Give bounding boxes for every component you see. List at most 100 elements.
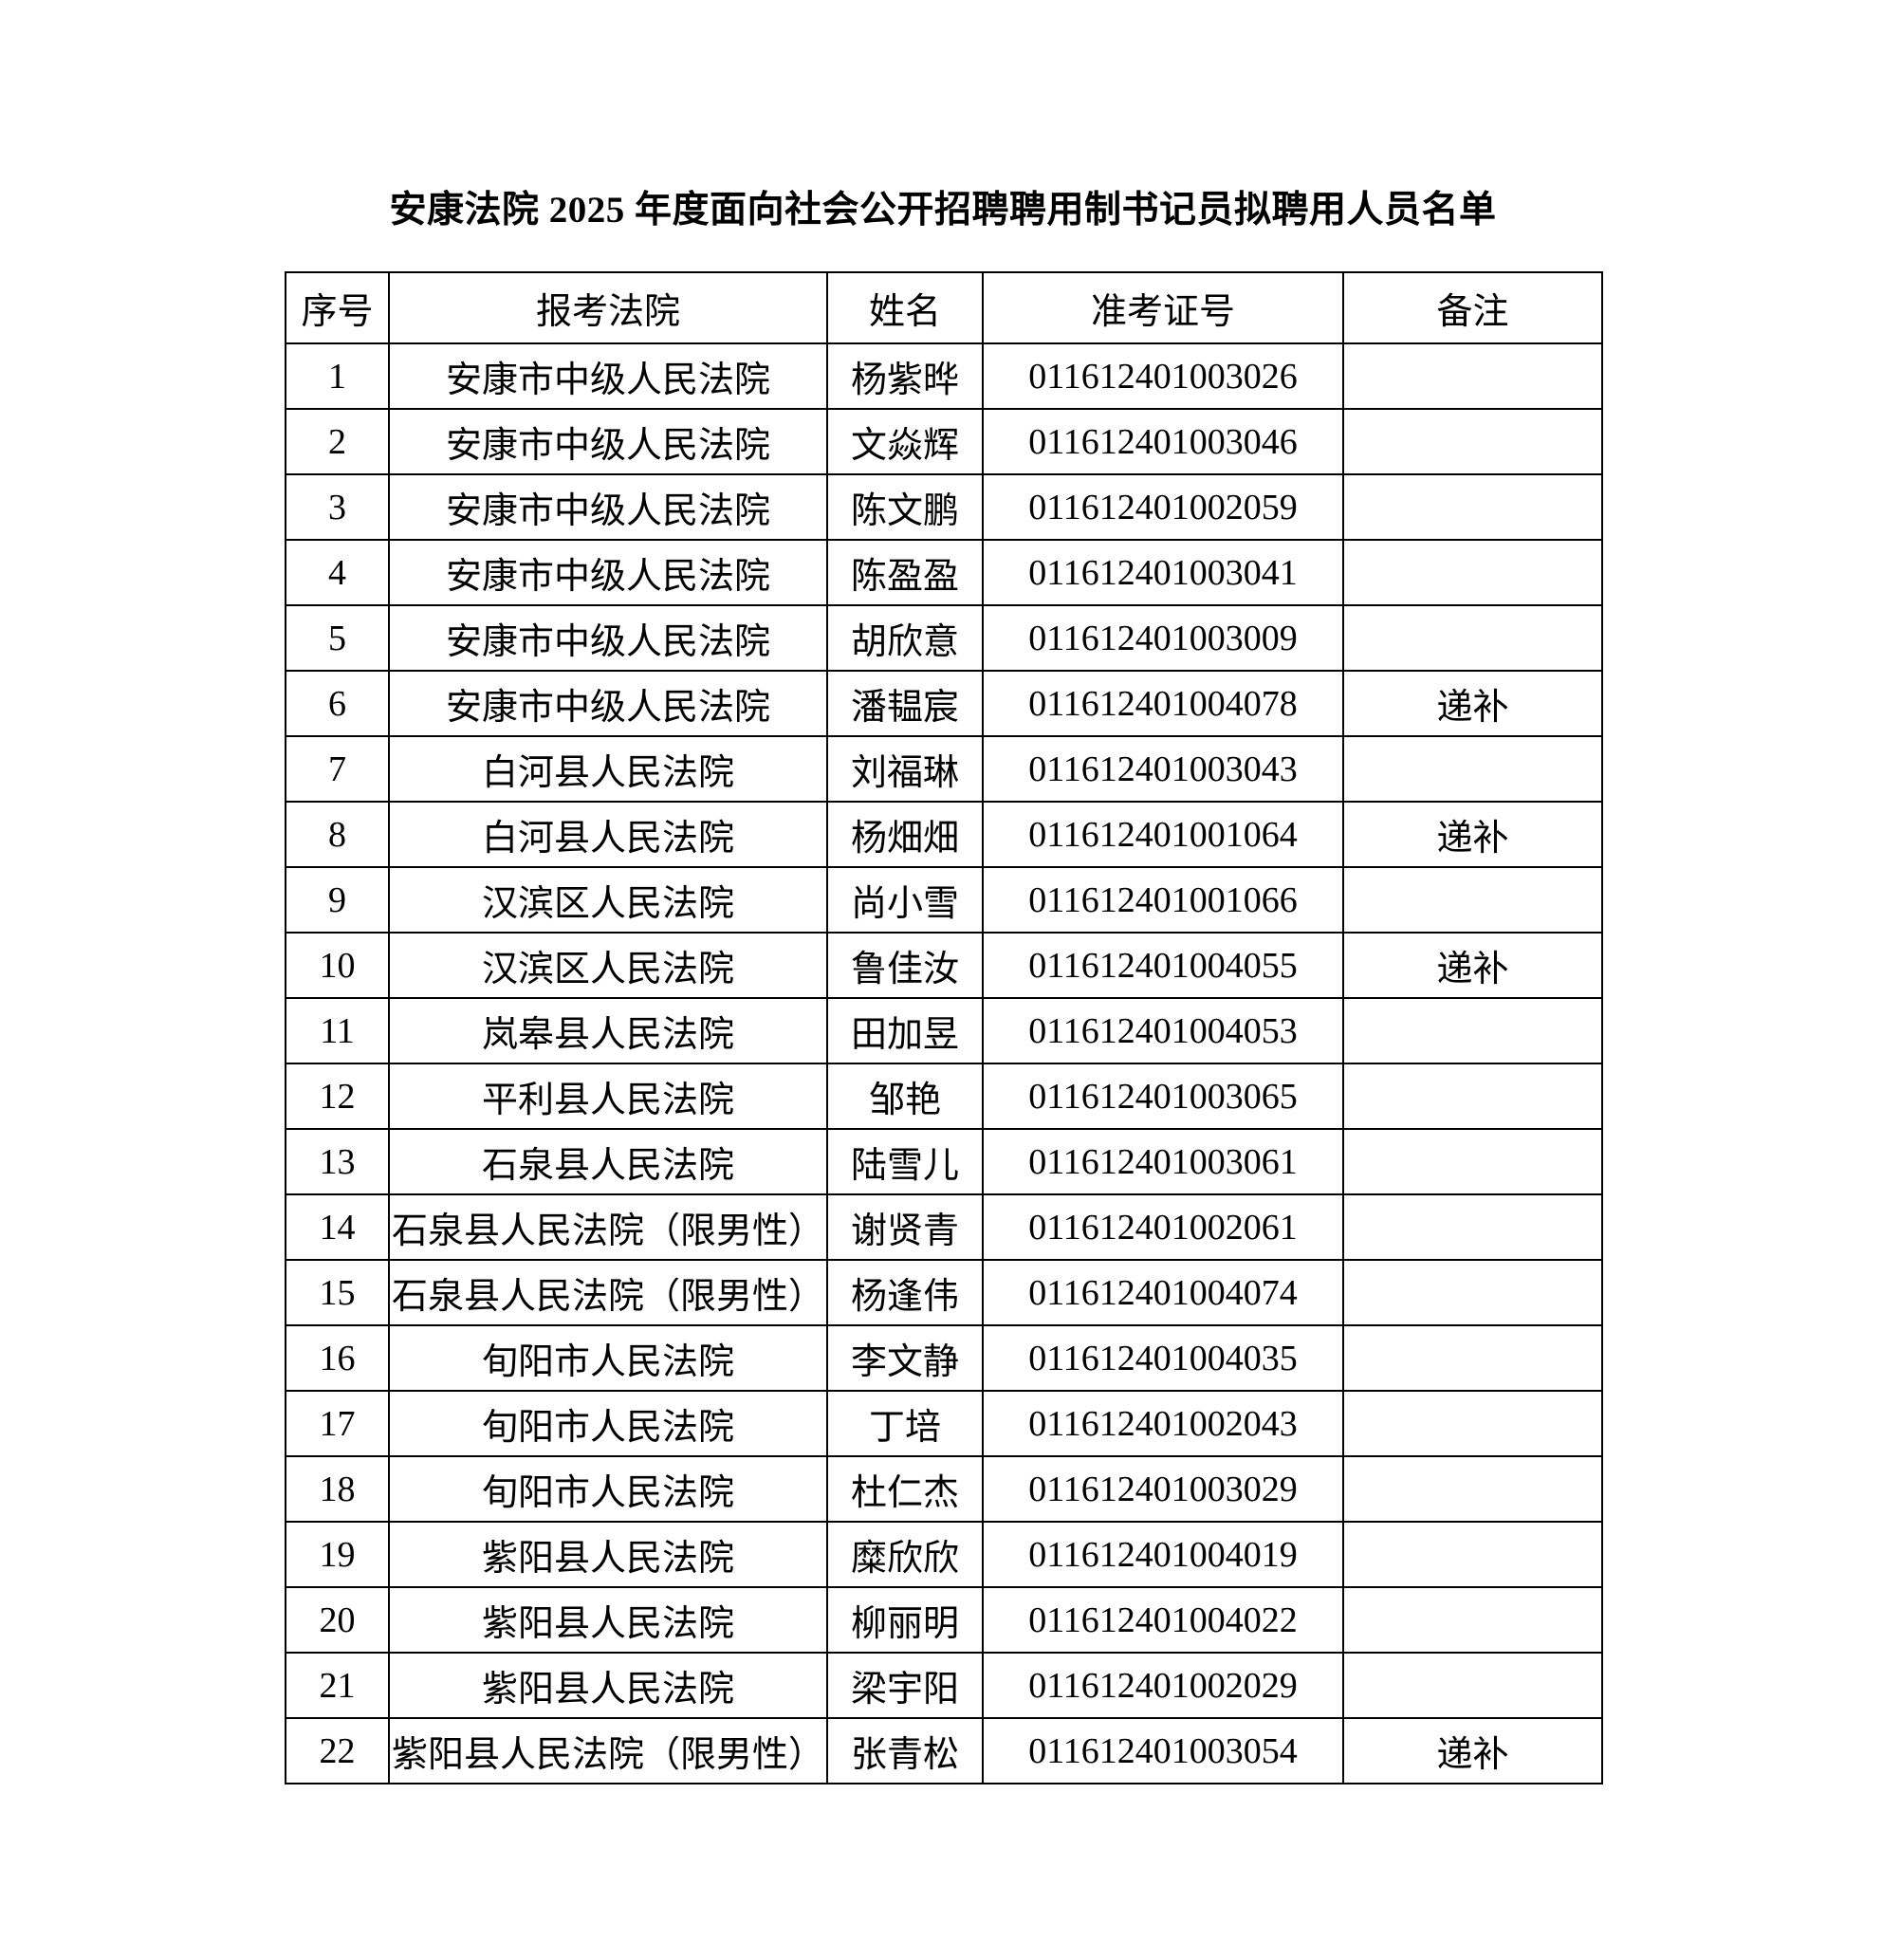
cell-ticket: 011612401002059 bbox=[982, 473, 1344, 541]
cell-court: 紫阳县人民法院 bbox=[388, 1652, 828, 1719]
cell-court: 安康市中级人民法院 bbox=[388, 670, 828, 737]
cell-name: 梁宇阳 bbox=[826, 1652, 984, 1719]
cell-index: 1 bbox=[285, 342, 390, 410]
header-row: 序号 报考法院 姓名 准考证号 备注 bbox=[285, 271, 1603, 344]
cell-ticket: 011612401004055 bbox=[982, 932, 1344, 999]
cell-court: 旬阳市人民法院 bbox=[388, 1324, 828, 1392]
cell-remark bbox=[1342, 604, 1603, 672]
table-row: 1 安康市中级人民法院 杨紫晔 011612401003026 bbox=[285, 342, 1603, 410]
cell-name: 潘韫宸 bbox=[826, 670, 984, 737]
header-name: 姓名 bbox=[826, 271, 984, 344]
table-row: 5 安康市中级人民法院 胡欣意 011612401003009 bbox=[285, 604, 1603, 672]
document-title: 安康法院 2025 年度面向社会公开招聘聘用制书记员拟聘用人员名单 bbox=[389, 190, 1497, 231]
cell-ticket: 011612401003009 bbox=[982, 604, 1344, 672]
cell-remark: 递补 bbox=[1342, 801, 1603, 868]
cell-index: 15 bbox=[285, 1259, 390, 1326]
table-row: 4 安康市中级人民法院 陈盈盈 011612401003041 bbox=[285, 539, 1603, 606]
cell-ticket: 011612401002029 bbox=[982, 1652, 1344, 1719]
table-row: 15 石泉县人民法院（限男性） 杨逢伟 011612401004074 bbox=[285, 1259, 1603, 1326]
cell-ticket: 011612401003061 bbox=[982, 1128, 1344, 1195]
table-row: 10 汉滨区人民法院 鲁佳汝 011612401004055 递补 bbox=[285, 932, 1603, 999]
cell-name: 刘福琳 bbox=[826, 735, 984, 803]
cell-index: 19 bbox=[285, 1521, 390, 1588]
cell-index: 12 bbox=[285, 1063, 390, 1130]
header-court: 报考法院 bbox=[388, 271, 828, 344]
table-row: 18 旬阳市人民法院 杜仁杰 011612401003029 bbox=[285, 1455, 1603, 1523]
cell-court: 石泉县人民法院（限男性） bbox=[388, 1259, 828, 1326]
cell-index: 20 bbox=[285, 1586, 390, 1654]
cell-name: 文焱辉 bbox=[826, 408, 984, 475]
cell-index: 10 bbox=[285, 932, 390, 999]
cell-name: 邹艳 bbox=[826, 1063, 984, 1130]
cell-index: 9 bbox=[285, 866, 390, 934]
cell-remark: 递补 bbox=[1342, 932, 1603, 999]
cell-ticket: 011612401003041 bbox=[982, 539, 1344, 606]
cell-name: 杨逢伟 bbox=[826, 1259, 984, 1326]
cell-court: 岚皋县人民法院 bbox=[388, 997, 828, 1064]
cell-index: 21 bbox=[285, 1652, 390, 1719]
cell-index: 7 bbox=[285, 735, 390, 803]
cell-court: 紫阳县人民法院 bbox=[388, 1521, 828, 1588]
cell-court: 旬阳市人民法院 bbox=[388, 1390, 828, 1457]
cell-name: 柳丽明 bbox=[826, 1586, 984, 1654]
cell-name: 杨畑畑 bbox=[826, 801, 984, 868]
table-row: 16 旬阳市人民法院 李文静 011612401004035 bbox=[285, 1324, 1603, 1392]
cell-index: 4 bbox=[285, 539, 390, 606]
table-row: 21 紫阳县人民法院 梁宇阳 011612401002029 bbox=[285, 1652, 1603, 1719]
cell-remark bbox=[1342, 1324, 1603, 1392]
cell-name: 胡欣意 bbox=[826, 604, 984, 672]
cell-remark bbox=[1342, 1193, 1603, 1261]
cell-index: 6 bbox=[285, 670, 390, 737]
roster-table: 序号 报考法院 姓名 准考证号 备注 1 安康市中级人民法院 杨紫晔 01161240… bbox=[285, 271, 1603, 1784]
cell-index: 16 bbox=[285, 1324, 390, 1392]
cell-ticket: 011612401003026 bbox=[982, 342, 1344, 410]
cell-name: 张青松 bbox=[826, 1717, 984, 1784]
header-ticket-number: 准考证号 bbox=[982, 271, 1344, 344]
cell-name: 陈文鹏 bbox=[826, 473, 984, 541]
cell-index: 22 bbox=[285, 1717, 390, 1784]
cell-name: 田加昱 bbox=[826, 997, 984, 1064]
cell-remark bbox=[1342, 1259, 1603, 1326]
table-row: 13 石泉县人民法院 陆雪儿 011612401003061 bbox=[285, 1128, 1603, 1195]
cell-court: 汉滨区人民法院 bbox=[388, 932, 828, 999]
table-row: 9 汉滨区人民法院 尚小雪 011612401001066 bbox=[285, 866, 1603, 934]
cell-remark bbox=[1342, 1390, 1603, 1457]
cell-remark bbox=[1342, 539, 1603, 606]
cell-ticket: 011612401003029 bbox=[982, 1455, 1344, 1523]
cell-ticket: 011612401003046 bbox=[982, 408, 1344, 475]
cell-remark bbox=[1342, 1586, 1603, 1654]
cell-court: 安康市中级人民法院 bbox=[388, 408, 828, 475]
cell-name: 丁培 bbox=[826, 1390, 984, 1457]
cell-ticket: 011612401001066 bbox=[982, 866, 1344, 934]
cell-remark bbox=[1342, 408, 1603, 475]
cell-name: 鲁佳汝 bbox=[826, 932, 984, 999]
table-row: 11 岚皋县人民法院 田加昱 011612401004053 bbox=[285, 997, 1603, 1064]
cell-ticket: 011612401003043 bbox=[982, 735, 1344, 803]
cell-ticket: 011612401003054 bbox=[982, 1717, 1344, 1784]
header-remark: 备注 bbox=[1342, 271, 1603, 344]
cell-court: 安康市中级人民法院 bbox=[388, 342, 828, 410]
cell-ticket: 011612401004078 bbox=[982, 670, 1344, 737]
cell-index: 5 bbox=[285, 604, 390, 672]
cell-index: 17 bbox=[285, 1390, 390, 1457]
cell-ticket: 011612401003065 bbox=[982, 1063, 1344, 1130]
cell-remark bbox=[1342, 473, 1603, 541]
table-row: 14 石泉县人民法院（限男性） 谢贤青 011612401002061 bbox=[285, 1193, 1603, 1261]
table-row: 17 旬阳市人民法院 丁培 011612401002043 bbox=[285, 1390, 1603, 1457]
cell-court: 旬阳市人民法院 bbox=[388, 1455, 828, 1523]
cell-name: 尚小雪 bbox=[826, 866, 984, 934]
cell-court: 安康市中级人民法院 bbox=[388, 604, 828, 672]
table-row: 20 紫阳县人民法院 柳丽明 011612401004022 bbox=[285, 1586, 1603, 1654]
table-row: 22 紫阳县人民法院（限男性） 张青松 011612401003054 递补 bbox=[285, 1717, 1603, 1784]
cell-remark bbox=[1342, 997, 1603, 1064]
cell-index: 13 bbox=[285, 1128, 390, 1195]
cell-ticket: 011612401004053 bbox=[982, 997, 1344, 1064]
table-body: 1 安康市中级人民法院 杨紫晔 011612401003026 2 安康市中级人民法院 文焱… bbox=[285, 342, 1603, 1784]
cell-index: 3 bbox=[285, 473, 390, 541]
cell-remark bbox=[1342, 1063, 1603, 1130]
cell-court: 紫阳县人民法院 bbox=[388, 1586, 828, 1654]
cell-court: 石泉县人民法院 bbox=[388, 1128, 828, 1195]
cell-court: 安康市中级人民法院 bbox=[388, 473, 828, 541]
cell-index: 2 bbox=[285, 408, 390, 475]
